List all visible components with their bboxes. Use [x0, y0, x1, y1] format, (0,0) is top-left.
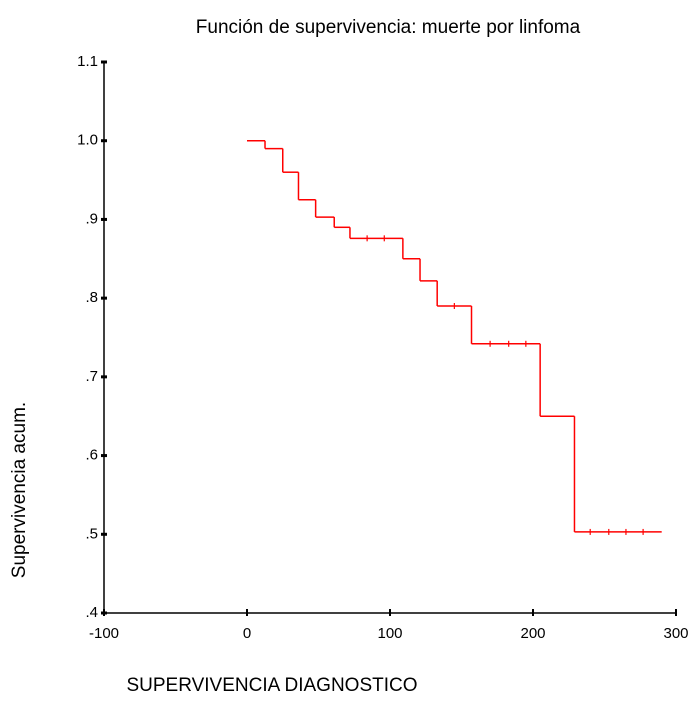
- x-tick-label: 0: [243, 625, 251, 642]
- x-axis-label: SUPERVIVENCIA DIAGNOSTICO: [126, 675, 417, 696]
- x-tick-label: 200: [520, 625, 545, 642]
- y-tick-label: .5: [85, 525, 98, 542]
- y-tick-label: .7: [85, 368, 98, 385]
- chart-title: Función de supervivencia: muerte por lin…: [196, 17, 581, 38]
- y-tick-label: 1.1: [77, 53, 98, 70]
- x-tick-label: 300: [663, 625, 688, 642]
- x-tick-label: 100: [377, 625, 402, 642]
- y-tick-label: .6: [85, 447, 98, 464]
- y-axis-label: Supervivencia acum.: [9, 402, 30, 578]
- x-tick-label: -100: [89, 625, 119, 642]
- y-tick-label: .8: [85, 289, 98, 306]
- y-tick-label: .9: [85, 210, 98, 227]
- y-tick-label: 1.0: [77, 132, 98, 149]
- y-tick-label: .4: [85, 604, 98, 621]
